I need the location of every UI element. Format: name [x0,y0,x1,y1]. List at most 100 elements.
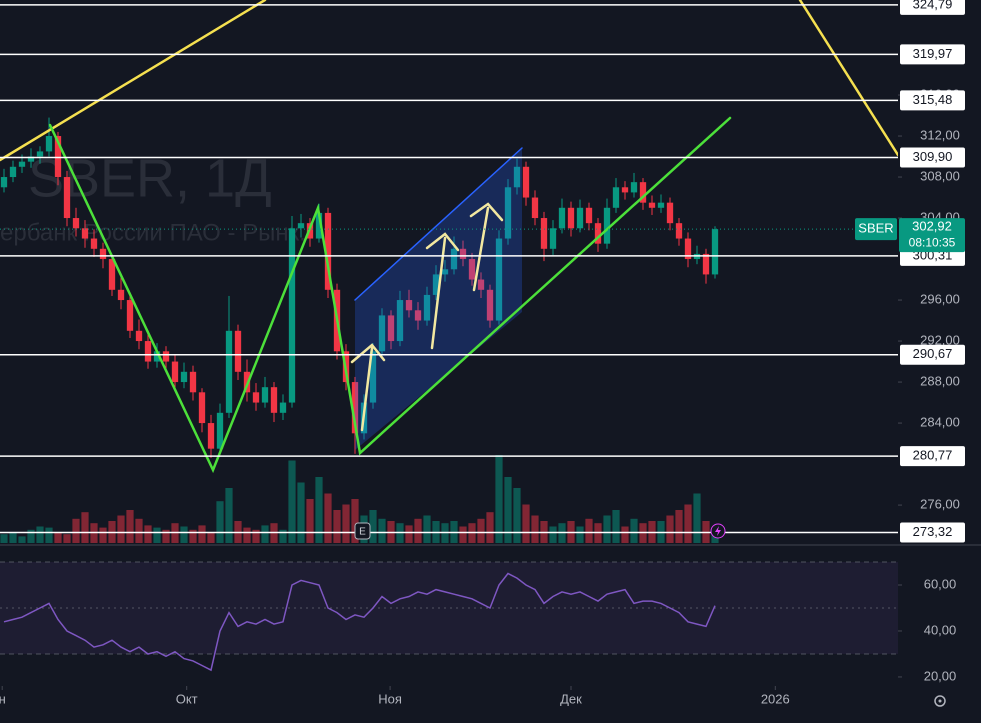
candle-body [315,212,323,239]
volume-bar [603,515,611,543]
level-label: 319,97 [913,46,953,61]
candle-body [180,371,188,383]
candle-body [252,392,260,403]
candle-body [324,212,332,290]
y-tick-label: 296,00 [920,291,960,306]
volume-bar [405,525,413,543]
level-label-box [900,522,965,543]
candle-body [396,300,404,342]
volume-bar [0,534,8,543]
x-tick-label: Дек [560,691,582,706]
level-label: 273,32 [913,524,953,539]
volume-bar [342,504,350,543]
candle-body [468,259,476,280]
volume-bar [531,515,539,543]
last-name: SBER [858,221,893,236]
candle-body [675,223,683,239]
last-price-label: 302,92 [912,219,952,234]
volume-bar [369,510,377,543]
volume-bar [324,493,332,543]
level-label-box [900,147,965,168]
candle-body [549,228,557,249]
last-timer: 08:10:35 [909,235,956,249]
volume-bar [45,527,53,543]
candle-body [369,351,377,403]
candle-body [144,341,152,362]
candle-body [162,351,170,362]
volume-bar [684,504,692,543]
event-label: E [359,527,366,538]
volume-bar [351,499,359,543]
volume-bar [279,529,287,543]
channel-line [354,147,523,301]
candle-body [288,228,296,403]
x-tick-label: Окт [176,691,198,706]
candle-body [450,248,458,270]
candle-body [405,300,413,311]
arrow-head [469,202,504,222]
volume-bar [333,510,341,543]
candle-body [711,229,719,275]
candle-body [612,187,620,208]
volume-bar [54,532,62,543]
candle-body [585,207,593,224]
candle-body [567,207,575,229]
x-tick-label: 2026 [761,691,790,706]
candle-body [189,371,197,393]
level-label-box [900,344,965,365]
candle-body [18,161,26,167]
volume-bar [495,455,503,543]
volume-bar [549,526,557,543]
candle-body [108,259,116,290]
candle-body [153,351,161,362]
candle-body [594,223,602,244]
level-label: 290,67 [913,346,953,361]
level-label-box [900,0,965,15]
trend-line [798,0,900,157]
arrow-head [425,232,460,252]
candle-body [261,387,269,403]
volume-bar [144,525,152,543]
volume-bar [414,518,422,543]
volume-bar [522,504,530,543]
volume-bar [162,529,170,543]
candle-body [45,136,53,152]
volume-bar [198,525,206,543]
candle-body [504,187,512,239]
volume-bar [135,518,143,543]
volume-bar [126,510,134,543]
candle-body [27,156,35,162]
candle-body [378,315,386,352]
trend-line [0,0,267,162]
dividend-glyph [715,526,721,536]
volume-bar [225,488,233,543]
watermark-subtitle: ербанк России ПАО - Рынк. [0,219,306,246]
candle-body [459,248,467,260]
volume-bar [666,515,674,543]
level-label-box [900,90,965,111]
candle-body [648,202,656,208]
y-tick-label: 312,00 [920,127,960,142]
volume-bar [27,529,35,543]
candle-body [90,238,98,249]
arrow [360,346,374,432]
candle-body [486,289,494,321]
axis: 276,00284,00288,00292,00296,00304,00308,… [855,0,965,543]
candle-body [522,166,530,198]
last-name-box [855,218,897,241]
levels [0,4,898,534]
candle-body [621,187,629,193]
candle-body [0,177,8,188]
candle-body [351,382,359,434]
candle-body [540,218,548,249]
volume-bar [315,477,323,543]
level-label-box [900,446,965,467]
volume-bar [261,525,269,543]
volume-bar [477,518,485,543]
candle-body [432,274,440,295]
candle-body [603,207,611,244]
x-tick-label: Ноя [378,691,402,706]
candle-body [135,330,143,342]
level-label: 315,48 [913,92,953,107]
